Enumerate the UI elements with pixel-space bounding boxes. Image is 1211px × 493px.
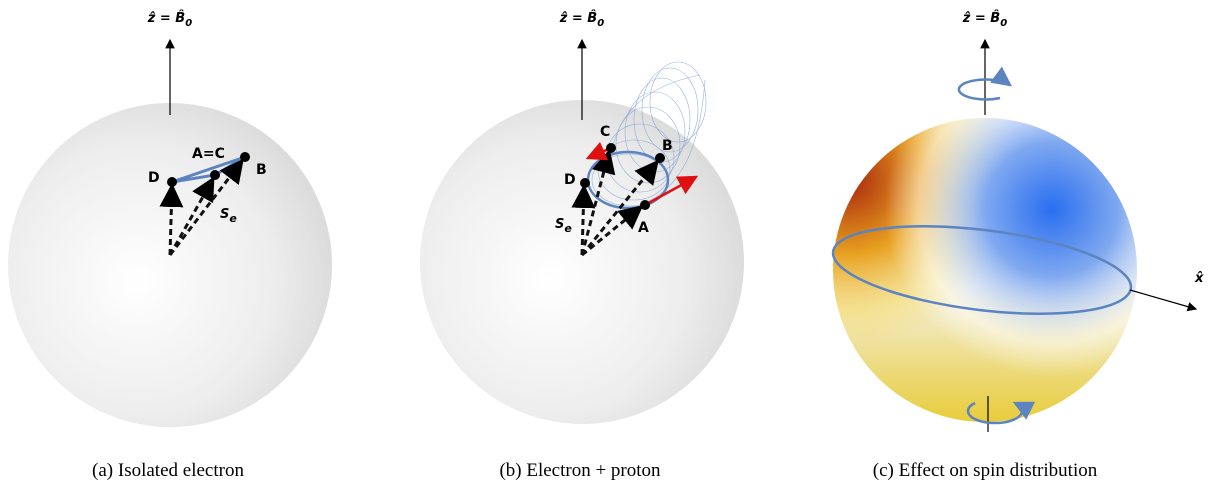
axis-label: ẑ = B̂0 bbox=[147, 11, 192, 29]
x-axis-label: x̂ bbox=[1194, 271, 1204, 286]
axis-label-main: ẑ = B̂ bbox=[147, 11, 186, 26]
panel-a: ẑ = B̂0 D A=C B Se (a) Isolated electron bbox=[8, 11, 332, 481]
axis-label: ẑ = B̂0 bbox=[559, 11, 604, 29]
point-label: B bbox=[256, 162, 267, 178]
point-label: D bbox=[564, 172, 576, 188]
point bbox=[606, 143, 616, 153]
axis-label-main: ẑ = B̂ bbox=[559, 11, 598, 26]
axis-label-sub: 0 bbox=[1000, 18, 1007, 29]
vector-label-sub: e bbox=[564, 222, 572, 235]
axis-label-main: ẑ = B̂ bbox=[962, 11, 1001, 26]
point-label: C bbox=[600, 124, 610, 140]
sphere-shade-blue bbox=[833, 118, 1137, 422]
point-label: D bbox=[148, 170, 160, 186]
caption: (a) Isolated electron bbox=[92, 460, 244, 481]
point bbox=[240, 152, 250, 162]
point bbox=[655, 153, 665, 163]
axis-label: ẑ = B̂0 bbox=[962, 11, 1007, 29]
point bbox=[580, 178, 590, 188]
caption: (c) Effect on spin distribution bbox=[873, 460, 1098, 481]
point bbox=[640, 200, 650, 210]
sphere bbox=[8, 103, 332, 427]
axis-label-sub: 0 bbox=[185, 18, 192, 29]
vector-label-sub: e bbox=[229, 212, 237, 225]
point bbox=[210, 170, 220, 180]
vector-label-main: S bbox=[555, 217, 564, 232]
x-axis bbox=[1130, 290, 1196, 309]
sphere bbox=[420, 100, 744, 424]
point-label: A bbox=[638, 220, 649, 236]
vector-label-main: S bbox=[220, 207, 229, 222]
panel-c: ẑ = B̂0 x̂ (c) Effect on spin distributi… bbox=[828, 11, 1204, 481]
point-label: A=C bbox=[192, 146, 225, 162]
point bbox=[167, 177, 177, 187]
axis-label-sub: 0 bbox=[597, 18, 604, 29]
caption: (b) Electron + proton bbox=[499, 460, 661, 481]
point-label: B bbox=[662, 138, 673, 154]
panel-b: ẑ = B̂0 C B D A Se (b) Electron + proton bbox=[420, 11, 744, 481]
figure: ẑ = B̂0 D A=C B Se (a) Isolated electron… bbox=[0, 0, 1211, 493]
